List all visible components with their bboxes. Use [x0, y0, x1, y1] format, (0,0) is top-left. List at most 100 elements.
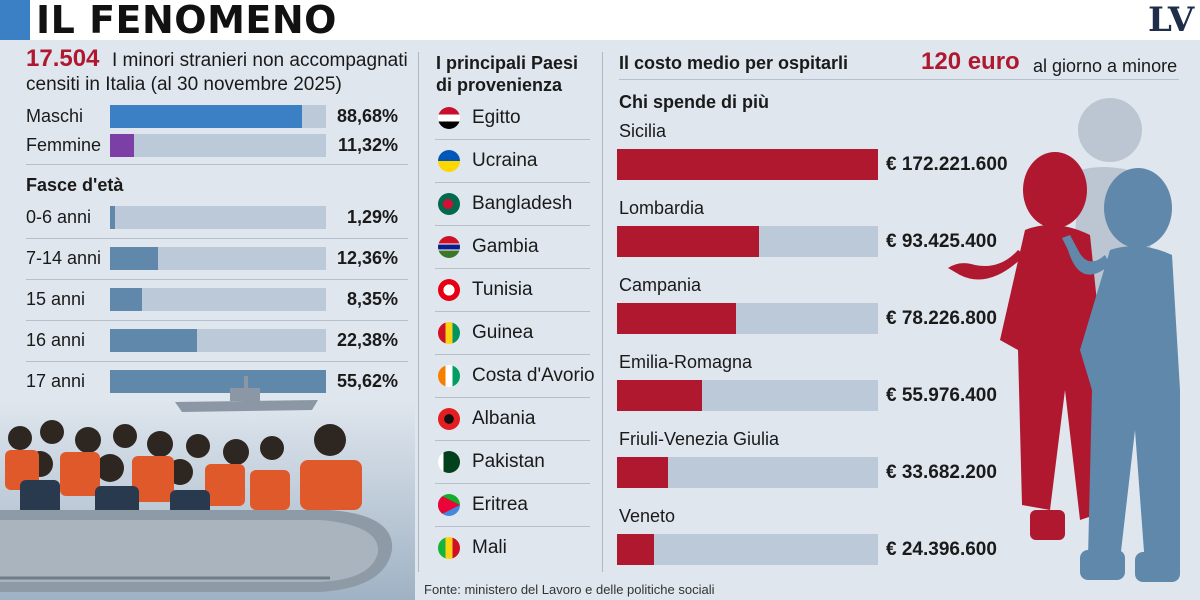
country-name: Costa d'Avorio [472, 365, 595, 386]
eritrea-flag-icon [438, 494, 460, 516]
bar-label: Femmine [26, 135, 102, 155]
bar [617, 226, 759, 257]
data-label: € 55.976.400 [886, 385, 997, 406]
bar-label: 7-14 anni [26, 248, 102, 268]
region-label: Sicilia [619, 121, 667, 141]
divider [26, 164, 408, 165]
source-note: Fonte: ministero del Lavoro e delle poli… [424, 582, 715, 597]
data-label: 11,32% [337, 135, 398, 155]
tunisia-flag-icon [438, 279, 460, 301]
bar [617, 303, 736, 334]
list-item: Costa d'Avorio [420, 355, 595, 398]
region-label: Friuli-Venezia Giulia [619, 429, 780, 449]
bar [110, 370, 326, 393]
list-item: Albania [420, 398, 590, 441]
bar [110, 247, 158, 270]
bar [617, 534, 654, 565]
bangladesh-flag-icon [438, 193, 460, 215]
cost-suffix: al giorno a minore [1033, 56, 1178, 76]
region-label: Emilia-Romagna [619, 352, 753, 372]
data-label: 22,38% [336, 330, 398, 350]
bar-track [617, 149, 878, 180]
country-name: Tunisia [472, 279, 533, 300]
headline-number: 17.504 [26, 45, 100, 72]
ukraine-flag-icon [438, 150, 460, 172]
bar [110, 329, 197, 352]
country-name: Pakistan [472, 451, 545, 472]
migrant-boat-illustration [0, 376, 415, 600]
bar-label: 0-6 anni [26, 207, 92, 227]
bar [110, 105, 302, 128]
country-name: Guinea [472, 322, 534, 343]
data-label: € 78.226.800 [886, 308, 997, 329]
bar [110, 134, 135, 157]
list-item: Mali [420, 527, 590, 570]
list-item: Gambia [420, 226, 590, 269]
data-label: € 93.425.400 [886, 231, 997, 252]
bar-label: Maschi [26, 106, 84, 126]
divider [26, 361, 408, 362]
divider [418, 52, 419, 572]
data-label: 1,29% [346, 207, 398, 227]
list-item: Tunisia [420, 269, 590, 312]
bar-track [617, 534, 878, 565]
countries-heading: I principali Paesi [436, 53, 579, 73]
albania-flag-icon [438, 408, 460, 430]
list-item: Egitto [420, 97, 590, 140]
logo: LV [1148, 0, 1195, 40]
list-item: Ucraina [420, 140, 590, 183]
data-label: 55,62% [336, 371, 398, 391]
country-name: Eritrea [472, 494, 528, 515]
region-label: Campania [619, 275, 702, 295]
egypt-flag-icon [438, 107, 460, 129]
bar-track [110, 105, 326, 128]
country-name: Egitto [472, 107, 521, 128]
mali-flag-icon [438, 537, 460, 559]
data-label: 12,36% [336, 248, 398, 268]
data-label: € 172.221.600 [886, 154, 1008, 175]
country-name: Bangladesh [472, 193, 573, 214]
header-bar [0, 0, 1200, 40]
bar [110, 206, 115, 229]
bar-track [110, 247, 326, 270]
guinea-flag-icon [438, 322, 460, 344]
cost-value: 120 euro [921, 48, 1020, 75]
country-name: Mali [472, 537, 507, 558]
bar-track [617, 226, 878, 257]
list-item: Pakistan [420, 441, 590, 484]
bar-track [110, 134, 326, 157]
region-label: Lombardia [619, 198, 705, 218]
bar [110, 288, 143, 311]
headline-text: censiti in Italia (al 30 novembre 2025) [26, 74, 342, 95]
pakistan-flag-icon [438, 451, 460, 473]
cost-heading: Il costo medio per ospitarli [619, 53, 849, 73]
bar [617, 380, 702, 411]
list-item: Bangladesh [420, 183, 590, 226]
page-title: IL FENOMENO [36, 0, 337, 42]
data-label: € 24.396.600 [886, 539, 997, 560]
divider [26, 238, 408, 239]
data-label: 88,68% [336, 106, 398, 126]
list-item: Eritrea [420, 484, 590, 527]
age-heading: Fasce d'età [26, 175, 124, 195]
bar-track [110, 206, 326, 229]
bar-label: 16 anni [26, 330, 86, 350]
bar-track [110, 329, 326, 352]
country-name: Ucraina [472, 150, 538, 171]
bar-track [110, 370, 326, 393]
divider [602, 52, 603, 572]
data-label: 8,35% [346, 289, 398, 309]
list-item: Guinea [420, 312, 590, 355]
divider [26, 320, 408, 321]
divider [26, 279, 408, 280]
children-silhouette-illustration [948, 98, 1180, 582]
gambia-flag-icon [438, 236, 460, 258]
bar-label: 15 anni [26, 289, 86, 309]
ivory-coast-flag-icon [438, 365, 460, 387]
data-label: € 33.682.200 [886, 462, 997, 483]
header-accent [0, 0, 30, 40]
country-name: Albania [472, 408, 536, 429]
bar-track [617, 303, 878, 334]
bar-track [617, 380, 878, 411]
headline-text: I minori stranieri non accompagnati [112, 50, 408, 71]
